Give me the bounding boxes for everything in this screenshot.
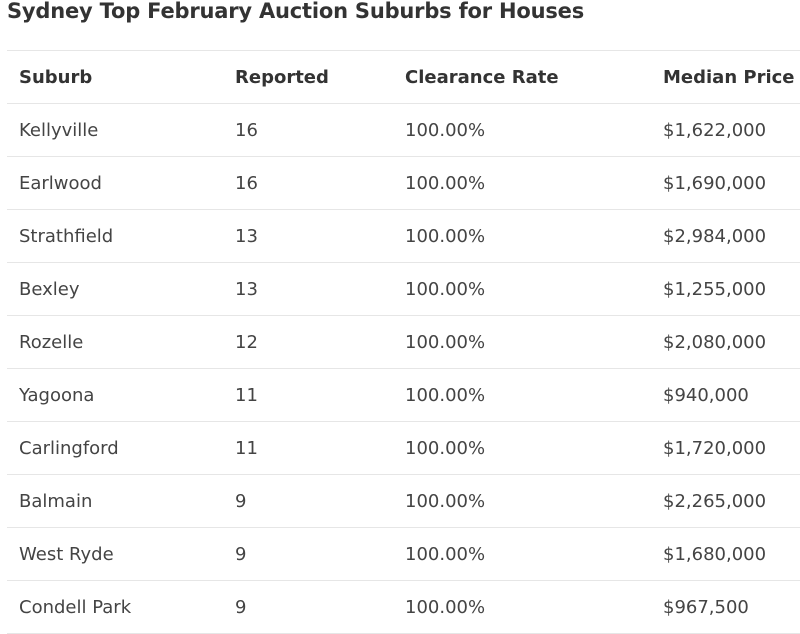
cell-suburb: Rozelle xyxy=(7,315,223,369)
cell-reported: 16 xyxy=(223,103,393,157)
table-row: Carlingford 11 100.00% $1,720,000 xyxy=(7,421,800,475)
cell-median-price: $940,000 xyxy=(651,368,800,422)
cell-suburb: Strathfield xyxy=(7,209,223,263)
cell-median-price: $1,690,000 xyxy=(651,156,800,210)
table-row: Condell Park 9 100.00% $967,500 xyxy=(7,580,800,634)
cell-clearance-rate: 100.00% xyxy=(393,209,651,263)
cell-suburb: Bexley xyxy=(7,262,223,316)
cell-clearance-rate: 100.00% xyxy=(393,103,651,157)
cell-median-price: $1,720,000 xyxy=(651,421,800,475)
cell-clearance-rate: 100.00% xyxy=(393,262,651,316)
cell-reported: 9 xyxy=(223,527,393,581)
cell-median-price: $2,080,000 xyxy=(651,315,800,369)
cell-clearance-rate: 100.00% xyxy=(393,368,651,422)
cell-median-price: $967,500 xyxy=(651,580,800,634)
table-row: Bexley 13 100.00% $1,255,000 xyxy=(7,262,800,316)
table-row: Earlwood 16 100.00% $1,690,000 xyxy=(7,156,800,210)
cell-suburb: Carlingford xyxy=(7,421,223,475)
cell-clearance-rate: 100.00% xyxy=(393,156,651,210)
cell-reported: 12 xyxy=(223,315,393,369)
table-header: Suburb Reported Clearance Rate Median Pr… xyxy=(7,50,800,104)
cell-reported: 11 xyxy=(223,368,393,422)
table-row: Yagoona 11 100.00% $940,000 xyxy=(7,368,800,422)
cell-reported: 16 xyxy=(223,156,393,210)
cell-reported: 9 xyxy=(223,580,393,634)
table-row: Balmain 9 100.00% $2,265,000 xyxy=(7,474,800,528)
table-row: Kellyville 16 100.00% $1,622,000 xyxy=(7,103,800,157)
cell-clearance-rate: 100.00% xyxy=(393,527,651,581)
cell-median-price: $2,265,000 xyxy=(651,474,800,528)
cell-clearance-rate: 100.00% xyxy=(393,421,651,475)
table-row: Rozelle 12 100.00% $2,080,000 xyxy=(7,315,800,369)
table-body: Kellyville 16 100.00% $1,622,000 Earlwoo… xyxy=(7,103,800,634)
cell-suburb: Earlwood xyxy=(7,156,223,210)
table-row: Strathfield 13 100.00% $2,984,000 xyxy=(7,209,800,263)
cell-median-price: $2,984,000 xyxy=(651,209,800,263)
header-row: Suburb Reported Clearance Rate Median Pr… xyxy=(7,50,800,104)
table-title: Sydney Top February Auction Suburbs for … xyxy=(7,0,585,23)
cell-suburb: Balmain xyxy=(7,474,223,528)
cell-clearance-rate: 100.00% xyxy=(393,580,651,634)
column-header-reported: Reported xyxy=(223,50,393,104)
cell-suburb: Kellyville xyxy=(7,103,223,157)
table-row: West Ryde 9 100.00% $1,680,000 xyxy=(7,527,800,581)
column-header-clearance-rate: Clearance Rate xyxy=(393,50,651,104)
cell-reported: 11 xyxy=(223,421,393,475)
cell-clearance-rate: 100.00% xyxy=(393,315,651,369)
cell-median-price: $1,680,000 xyxy=(651,527,800,581)
cell-suburb: Yagoona xyxy=(7,368,223,422)
cell-median-price: $1,622,000 xyxy=(651,103,800,157)
cell-clearance-rate: 100.00% xyxy=(393,474,651,528)
cell-reported: 13 xyxy=(223,209,393,263)
column-header-suburb: Suburb xyxy=(7,50,223,104)
cell-suburb: West Ryde xyxy=(7,527,223,581)
cell-median-price: $1,255,000 xyxy=(651,262,800,316)
auction-suburbs-table: Suburb Reported Clearance Rate Median Pr… xyxy=(7,50,800,634)
cell-reported: 13 xyxy=(223,262,393,316)
cell-suburb: Condell Park xyxy=(7,580,223,634)
cell-reported: 9 xyxy=(223,474,393,528)
column-header-median-price: Median Price xyxy=(651,50,800,104)
